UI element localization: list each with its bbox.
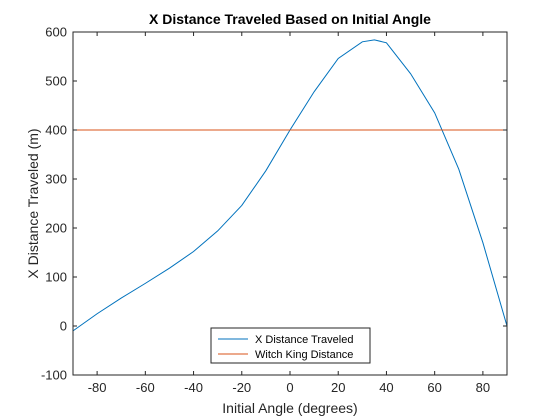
legend: X Distance Traveled Witch King Distance (210, 327, 371, 364)
x-tick-label: -20 (232, 380, 251, 395)
y-axis-label: X Distance Traveled (m) (25, 128, 41, 278)
y-tick-label: 0 (60, 319, 67, 334)
x-tick-label: 80 (476, 380, 490, 395)
x-tick-label: 60 (427, 380, 441, 395)
y-tick-label: 300 (45, 172, 67, 187)
y-tick-label: 200 (45, 221, 67, 236)
x-tick-label: 0 (286, 380, 293, 395)
legend-box (210, 327, 371, 364)
plot-area (73, 32, 507, 375)
x-tick-label: -60 (136, 380, 155, 395)
series-line-x-distance-traveled (72, 39, 508, 332)
x-tick-label: 20 (331, 380, 345, 395)
legend-label-x-distance-traveled: X Distance Traveled (255, 334, 353, 346)
x-tick-label: -40 (184, 380, 203, 395)
chart-title: X Distance Traveled Based on Initial Ang… (149, 11, 431, 27)
y-tick-label: 500 (45, 74, 67, 89)
x-axis-label: Initial Angle (degrees) (222, 400, 357, 416)
y-tick-label: 400 (45, 123, 67, 138)
x-tick-label: -80 (88, 380, 107, 395)
y-tick-label: 600 (45, 25, 67, 40)
y-tick-label: -100 (41, 368, 67, 383)
y-tick-label: 100 (45, 270, 67, 285)
legend-label-witch-king-distance: Witch King Distance (255, 349, 353, 361)
series-layer (72, 39, 508, 332)
ticks-layer: -80 -60 -40 -20 0 20 40 60 80 -100 0 100 200 300 400 50… (41, 25, 507, 395)
x-tick-label: 40 (379, 380, 393, 395)
